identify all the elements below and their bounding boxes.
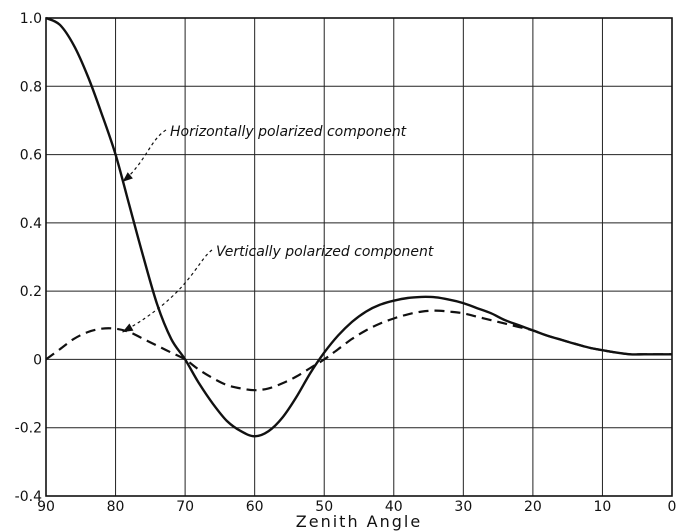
vertical-component-label: Vertically polarized component [216, 244, 434, 260]
x-tick-label: 0 [668, 499, 677, 515]
annotation-arrowhead [122, 172, 133, 182]
annotation-leader [122, 249, 213, 333]
x-tick-label: 60 [246, 499, 264, 515]
x-tick-label: 10 [594, 499, 612, 515]
annotation-arrowhead [122, 323, 134, 333]
x-tick-label: 50 [315, 499, 333, 515]
y-tick-label: 0.6 [20, 148, 42, 164]
x-tick-label: 40 [385, 499, 403, 515]
grid [45, 17, 673, 497]
horizontal-component-label: Horizontally polarized component [170, 124, 407, 140]
y-tick-label: -0.2 [15, 421, 42, 437]
plot-frame [45, 17, 673, 497]
x-tick-label: 80 [107, 499, 125, 515]
x-axis-title: Zenith Angle [296, 512, 422, 531]
x-tick-label: 30 [454, 499, 472, 515]
y-tick-label: 0.4 [20, 216, 42, 232]
y-tick-label: 0 [33, 352, 42, 368]
annotations: Horizontally polarized component Vertical… [122, 124, 434, 333]
y-tick-label: 0.8 [20, 79, 42, 95]
x-tick-label: 20 [524, 499, 542, 515]
y-tick-label: 1.0 [20, 11, 42, 27]
x-tick-label: 70 [176, 499, 194, 515]
y-tick-label: 0.2 [20, 284, 42, 300]
y-tick-label: -0.4 [15, 489, 42, 505]
tick-labels: 90 80 70 60 50 40 30 20 10 0 1.0 0.8 0.6 0.4 0.2 0 -0.2 -… [15, 11, 677, 515]
data-curves [45, 16, 672, 438]
x-tick-label: 90 [37, 499, 55, 515]
vertical-component-curve [45, 309, 672, 392]
